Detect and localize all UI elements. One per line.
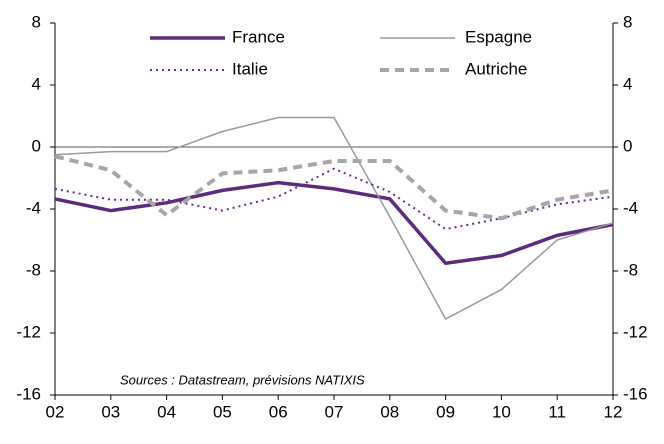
annotation: Sources : Datastream, prévisions NATIXIS [120,372,365,387]
x-tick-label: 10 [492,402,511,421]
x-tick-label: 07 [325,402,344,421]
legend-label: Autriche [465,59,527,78]
x-tick-label: 03 [101,402,120,421]
y2-tick-label: -12 [623,322,648,341]
x-tick-label: 05 [213,402,232,421]
y2-tick-label: 4 [623,74,632,93]
y2-tick-label: -8 [623,260,638,279]
x-tick-label: 12 [604,402,623,421]
x-tick-label: 04 [157,402,176,421]
x-tick-label: 08 [380,402,399,421]
y2-tick-label: -16 [623,384,648,403]
legend-label: Italie [232,59,268,78]
series-line [54,167,614,231]
y-tick-label: -16 [16,384,41,403]
y-tick-label: -8 [26,260,41,279]
legend-label: Espagne [465,27,532,46]
y2-tick-label: -4 [623,198,638,217]
y-tick-label: 8 [32,12,41,31]
series-line [54,116,614,321]
y2-tick-label: 8 [623,12,632,31]
y2-tick-label: 0 [623,136,632,155]
y-tick-label: 0 [32,136,41,155]
series-line [54,180,614,266]
legend-label: France [232,27,285,46]
y-tick-label: 4 [32,74,41,93]
x-tick-label: 02 [46,402,65,421]
y-tick-label: -12 [16,322,41,341]
y-tick-label: -4 [26,198,41,217]
x-tick-label: 11 [548,402,566,421]
x-tick-label: 09 [436,402,455,421]
series-line [54,154,614,221]
x-tick-label: 06 [269,402,288,421]
